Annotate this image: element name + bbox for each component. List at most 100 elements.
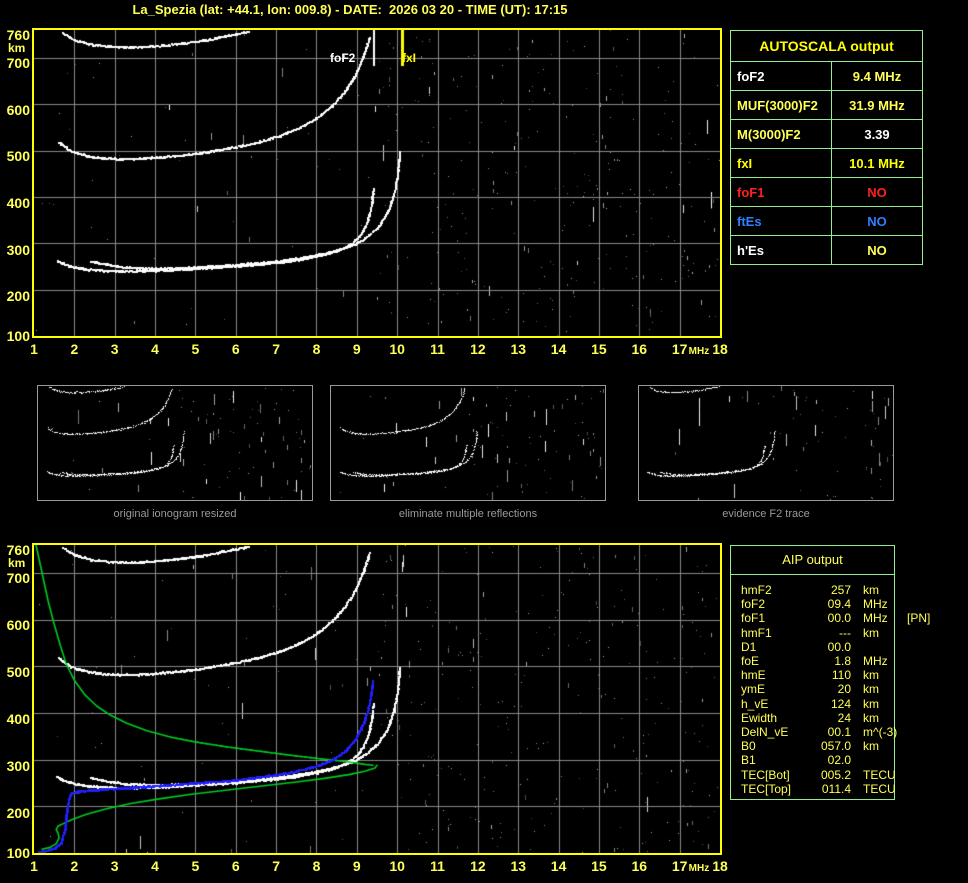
x-axis-unit-label: MHz — [688, 863, 710, 874]
aip-output-panel[interactable]: AIP output hmF2 257 km foF2 09.4 MHz foF1 00.0 M… — [730, 545, 930, 800]
y-tick: 200 — [6, 288, 30, 304]
autoscala-param-value: 31.9 MHz — [831, 90, 923, 120]
aip-value: --- — [839, 625, 851, 640]
bottom-ionogram-canvas[interactable] — [34, 545, 720, 853]
x-tick: 15 — [591, 858, 607, 874]
thumbnail-panel-1[interactable] — [37, 385, 313, 501]
x-tick: 7 — [272, 341, 280, 357]
aip-row: Ewidth 24 km — [741, 711, 894, 725]
aip-key: TEC[Bot] — [741, 767, 790, 782]
aip-row: hmE 110 km — [741, 668, 894, 682]
y-tick: 200 — [6, 805, 30, 821]
aip-value: 005.2 — [820, 767, 851, 782]
aip-key: TEC[Top] — [741, 781, 792, 796]
aip-value: 20 — [837, 682, 851, 697]
y-axis-unit-label: km — [8, 41, 26, 55]
aip-unit: km — [863, 668, 879, 683]
aip-unit: km — [863, 696, 879, 711]
aip-key: hmF2 — [741, 583, 772, 597]
y-tick: 500 — [6, 148, 30, 164]
x-tick: 13 — [510, 341, 527, 357]
bottom-ionogram-panel[interactable] — [32, 543, 722, 855]
top-ionogram-canvas[interactable] — [34, 30, 720, 336]
x-tick: 9 — [352, 341, 361, 357]
autoscala-param-label: M(3000)F2 — [730, 119, 832, 149]
y-tick: 400 — [6, 195, 30, 211]
aip-key: D1 — [741, 639, 757, 654]
aip-value: 011.4 — [821, 781, 851, 796]
aip-unit: MHz — [863, 611, 888, 626]
x-tick: 9 — [352, 858, 361, 874]
y-tick: 400 — [6, 711, 30, 727]
y-tick: 700 — [6, 55, 30, 71]
autoscala-param-label: foF2 — [730, 61, 832, 91]
autoscala-output-table[interactable]: AUTOSCALA output foF2 9.4 MHz MUF(3000)F2 31… — [730, 30, 923, 265]
aip-unit: km — [863, 625, 879, 640]
autoscala-param-label: ftEs — [730, 206, 832, 236]
aip-row: foF1 00.0 MHz [PN] — [741, 611, 930, 626]
y-tick: 600 — [6, 617, 30, 633]
x-tick: 2 — [70, 858, 79, 874]
aip-key: h_vE — [741, 696, 769, 711]
thumb-frame-3 — [638, 385, 894, 501]
x-tick: 11 — [430, 858, 445, 874]
thumbnail-panel-2[interactable] — [330, 385, 606, 501]
aip-note: [PN] — [907, 611, 931, 626]
y-tick: 500 — [6, 664, 30, 680]
autoscala-param-label: h'Es — [730, 235, 832, 265]
x-axis-unit-label: MHz — [688, 346, 710, 357]
autoscala-param-label: foF1 — [730, 177, 832, 207]
autoscala-param-value: NO — [831, 206, 923, 236]
table-row[interactable]: M(3000)F2 3.39 — [730, 119, 923, 149]
aip-key: hmE — [741, 668, 766, 683]
x-tick: 13 — [510, 858, 527, 874]
x-tick: 11 — [430, 341, 445, 357]
aip-key: Ewidth — [741, 710, 778, 725]
table-row[interactable]: MUF(3000)F2 31.9 MHz — [730, 90, 923, 120]
top-ionogram-panel[interactable]: foF2 fxI — [32, 28, 722, 338]
autoscala-param-value: 10.1 MHz — [831, 148, 923, 178]
top-y-axis: 760 km 700 600 500 400 300 200 100 — [0, 27, 30, 343]
thumbnail-canvas-no-multiples[interactable] — [331, 386, 605, 500]
x-tick: 15 — [591, 341, 607, 357]
x-tick: 12 — [470, 858, 486, 874]
x-tick: 10 — [389, 341, 405, 357]
autoscala-param-label: MUF(3000)F2 — [730, 90, 832, 120]
aip-unit: km — [863, 583, 879, 597]
top-x-axis: 1 2 3 4 5 6 7 8 9 10 11 12 13 14 15 16 17 18 MHz — [30, 340, 728, 358]
y-tick: 760 — [6, 27, 30, 43]
thumbnail-canvas-original[interactable] — [38, 386, 312, 500]
x-tick: 16 — [631, 341, 648, 357]
x-tick: 18 — [712, 341, 728, 357]
table-row[interactable]: foF1 NO — [730, 177, 923, 207]
aip-row: B1 02.0 — [741, 753, 894, 767]
aip-value: 09.4 — [827, 597, 851, 612]
table-row[interactable]: h'Es NO — [730, 235, 923, 265]
x-tick: 10 — [389, 858, 405, 874]
aip-value: 00.0 — [827, 639, 851, 654]
aip-output-header: AIP output — [731, 546, 894, 575]
table-row[interactable]: foF2 9.4 MHz — [730, 61, 923, 91]
table-row[interactable]: fxI 10.1 MHz — [730, 148, 923, 178]
thumbnail-caption-3: evidence F2 trace — [722, 508, 810, 520]
x-tick: 3 — [110, 341, 119, 357]
marker-label-fxi: fxI — [402, 51, 417, 65]
x-tick: 5 — [191, 858, 200, 874]
aip-value: 124 — [830, 696, 851, 711]
autoscala-header-row: AUTOSCALA output — [730, 30, 923, 62]
y-tick: 100 — [6, 328, 30, 344]
x-tick: 2 — [70, 341, 79, 357]
table-row[interactable]: ftEs NO — [730, 206, 923, 236]
aip-key: hmF1 — [741, 625, 772, 640]
y-tick: 300 — [6, 242, 30, 258]
thumbnail-canvas-f2-trace[interactable] — [639, 386, 893, 500]
page-title: La_Spezia (lat: +44.1, lon: 009.8) - DAT… — [132, 2, 568, 17]
aip-value: 02.0 — [827, 753, 851, 768]
thumbnail-panel-3[interactable] — [638, 385, 894, 501]
autoscala-param-value: NO — [831, 235, 923, 265]
aip-key: foF1 — [741, 611, 766, 626]
aip-value: 110 — [831, 668, 851, 683]
aip-key: ymE — [741, 682, 765, 697]
aip-unit: TECU — [863, 767, 896, 782]
aip-value: 057.0 — [820, 739, 851, 754]
